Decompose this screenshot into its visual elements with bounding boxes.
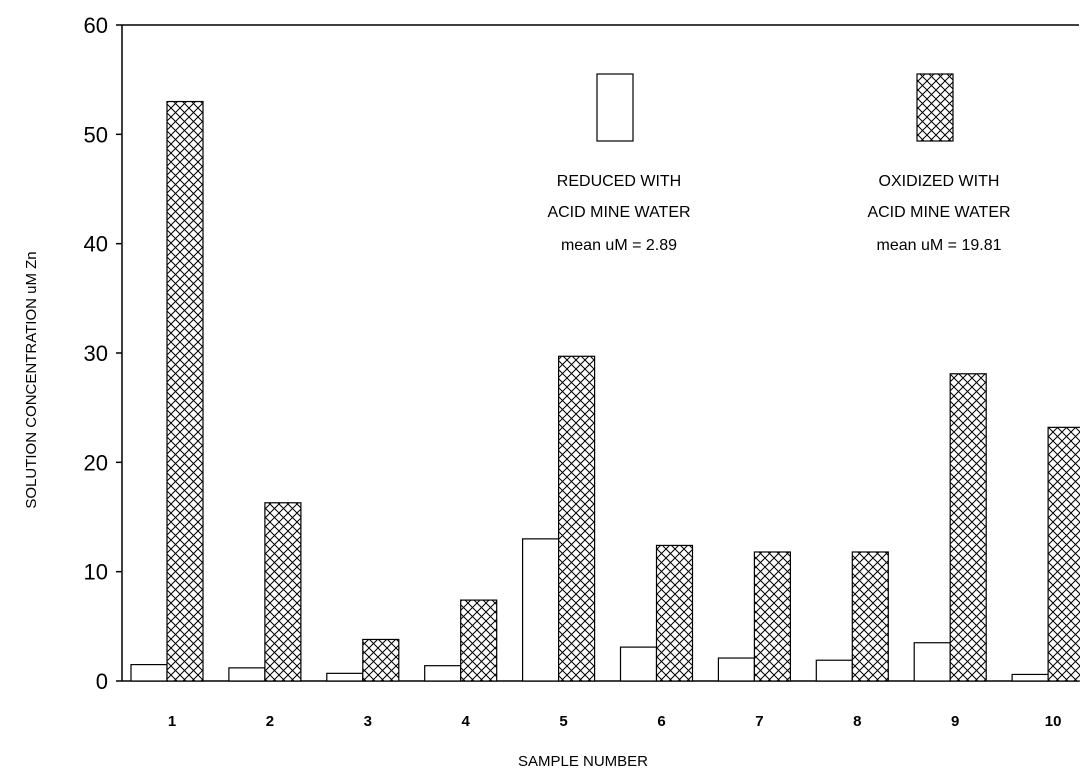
bar-oxidized: [949, 373, 987, 682]
y-tick-label: 30: [84, 341, 108, 366]
bar-oxidized: [557, 355, 596, 682]
bar-reduced: [717, 657, 756, 682]
x-tick-label: 1: [168, 713, 176, 730]
y-tick-label: 50: [84, 122, 108, 147]
x-tick-label: 9: [951, 713, 959, 730]
bar-oxidized: [460, 599, 498, 682]
bar-reduced: [130, 663, 168, 682]
x-tick-label: 4: [462, 713, 471, 730]
bar-oxidized: [264, 502, 302, 682]
bar-oxidized: [655, 544, 694, 682]
bar-reduced: [326, 672, 364, 682]
x-tick-label: 3: [364, 713, 372, 730]
bar-reduced: [1011, 673, 1049, 682]
bar-oxidized: [851, 551, 889, 682]
y-axis-title: SOLUTION CONCENTRATION uM Zn: [23, 251, 40, 508]
legend-reduced-swatch: [596, 73, 634, 142]
bar-reduced: [619, 646, 658, 682]
bar-reduced: [913, 642, 951, 682]
bar-reduced: [424, 665, 462, 682]
legend-reduced-label: mean uM = 2.89: [561, 237, 677, 254]
bar-reduced: [521, 538, 560, 682]
legend-oxidized-label: OXIDIZED WITH: [879, 173, 1000, 190]
x-tick-label: 8: [853, 713, 861, 730]
legend-reduced-label: ACID MINE WATER: [547, 204, 690, 221]
y-tick-label: 40: [84, 232, 108, 257]
legend-reduced-label: REDUCED WITH: [557, 173, 681, 190]
bar-reduced: [815, 659, 853, 682]
bar-oxidized: [1047, 426, 1080, 682]
legend: REDUCED WITH ACID MINE WATER mean uM = 2.8…: [547, 73, 1011, 254]
x-tick-label: 2: [266, 713, 274, 730]
x-tick-label: 7: [755, 713, 763, 730]
y-tick-label: 10: [84, 560, 108, 585]
bar-reduced: [228, 667, 266, 682]
legend-oxidized-label: mean uM = 19.81: [877, 237, 1002, 254]
x-tick-label: 10: [1045, 713, 1062, 730]
x-tick-labels: 1 2 3 4 5 6 7 8 9 10: [168, 713, 1062, 730]
y-tick-labels: 0 10 20 30 40 50 60: [84, 13, 108, 694]
x-tick-label: 5: [559, 713, 567, 730]
y-tick-label: 0: [96, 669, 108, 694]
legend-oxidized-label: ACID MINE WATER: [867, 204, 1010, 221]
bars: [130, 100, 1080, 682]
bar-oxidized: [753, 551, 792, 682]
x-tick-label: 6: [657, 713, 665, 730]
x-axis-title: SAMPLE NUMBER: [518, 753, 648, 770]
bar-oxidized: [362, 638, 400, 682]
bar-oxidized: [166, 100, 204, 682]
y-tick-label: 20: [84, 450, 108, 475]
y-tick-label: 60: [84, 13, 108, 38]
legend-oxidized-swatch: [916, 73, 954, 142]
